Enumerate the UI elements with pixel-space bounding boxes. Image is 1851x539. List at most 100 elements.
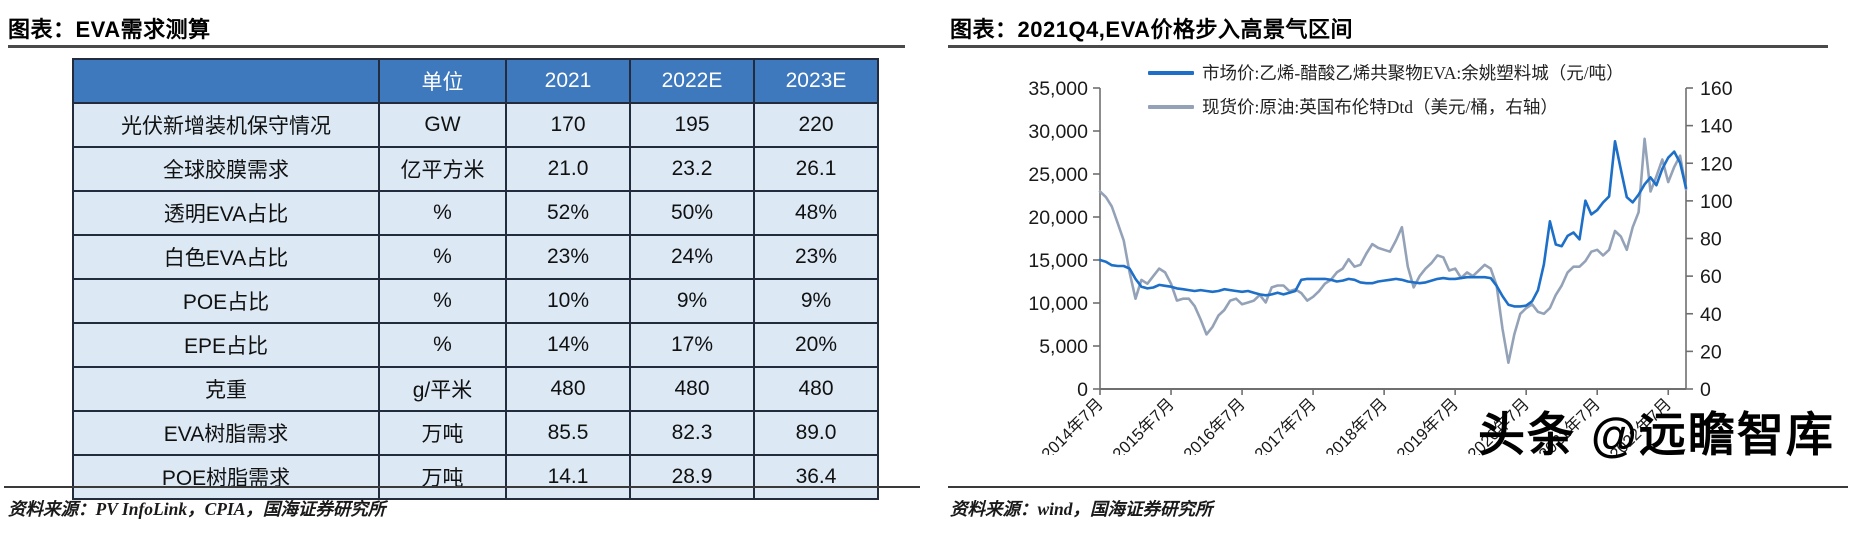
right-axis-tick-label: 20 [1700,341,1722,363]
table-header-cell: 2022E [629,58,755,104]
table-cell: % [378,278,507,324]
brent-line-swatch-icon [1148,104,1194,109]
legend-item-eva: 市场价:乙烯-醋酸乙烯共聚物EVA:余姚塑料城（元/吨） [1148,60,1624,85]
table-cell: 50% [629,190,755,236]
table-cell: 透明EVA占比 [72,190,380,236]
table-row: POE树脂需求 万吨 14.1 28.9 36.4 [72,454,879,500]
table-cell: 9% [753,278,879,324]
left-axis-tick-label: 20,000 [1028,207,1088,229]
left-source-text: 资料来源：PV InfoLink，CPIA，国海证券研究所 [8,499,386,519]
left-axis-tick-label: 35,000 [1028,78,1088,100]
table-cell: g/平米 [378,366,507,412]
table-cell: 10% [505,278,631,324]
table-cell: 23% [505,234,631,280]
table-cell: 17% [629,322,755,368]
table-cell: % [378,322,507,368]
table-cell: 24% [629,234,755,280]
table-cell: 白色EVA占比 [72,234,380,280]
table-row: POE占比% 10% 9% 9% [72,278,879,324]
right-axis-tick-label: 160 [1700,78,1733,100]
table-header-cell: 单位 [378,58,507,104]
table-cell: 23% [753,234,879,280]
left-axis-tick-label: 30,000 [1028,121,1088,143]
legend-label-eva: 市场价:乙烯-醋酸乙烯共聚物EVA:余姚塑料城（元/吨） [1202,63,1624,83]
table-cell: 195 [629,102,755,148]
table-row: EVA树脂需求 万吨 85.5 82.3 89.0 [72,410,879,456]
eva-table-body: 光伏新增装机保守情况 GW 170 195 220 全球胶膜需求 亿平方米 21.0 23.2 2… [72,102,879,500]
right-axis-tick-label: 60 [1700,266,1722,288]
table-cell: 光伏新增装机保守情况 [72,102,380,148]
right-axis-tick-label: 100 [1700,191,1733,213]
table-row: 白色EVA占比% 23% 24% 23% [72,234,879,280]
table-cell: GW [378,102,507,148]
table-cell: 14.1 [505,454,631,500]
left-axis-tick-label: 25,000 [1028,164,1088,186]
table-row: EPE占比% 14% 17% 20% [72,322,879,368]
eva-price-chart: 35,000 30,000 25,000 20,000 15,000 10,000 5,00… [1028,78,1733,455]
table-cell: 89.0 [753,410,879,456]
table-cell: 82.3 [629,410,755,456]
left-axis-tick-label: 5,000 [1039,336,1088,358]
table-cell: 52% [505,190,631,236]
legend-label-brent: 现货价:原油:英国布伦特Dtd（美元/桶，右轴） [1202,97,1558,117]
table-row: 全球胶膜需求 亿平方米 21.0 23.2 26.1 [72,146,879,192]
left-axis-tick-label: 0 [1077,379,1088,401]
right-axis-tick-label: 40 [1700,304,1722,326]
table-header-cell [72,58,380,104]
left-source-rule [4,486,920,488]
legend-item-brent: 现货价:原油:英国布伦特Dtd（美元/桶，右轴） [1148,94,1558,119]
right-axis-tick-label: 140 [1700,116,1733,138]
table-row: 克重 g/平米 480 480 480 [72,366,879,412]
watermark: 头条 @远瞻智库 [1478,408,1835,461]
table-cell: 万吨 [378,454,507,500]
table-cell: 21.0 [505,146,631,192]
table-cell: EPE占比 [72,322,380,368]
table-cell: 克重 [72,366,380,412]
table-cell: 220 [753,102,879,148]
x-axis-tick-label: 2016年7月 [1180,394,1249,455]
table-cell: EVA树脂需求 [72,410,380,456]
table-header-row: 单位 2021 2022E 2023E [72,58,879,104]
eva-table: 单位 2021 2022E 2023E 光伏新增装机保守情况 GW 170 195 220 全球… [72,58,879,500]
table-cell: 亿平方米 [378,146,507,192]
table-cell: 480 [505,366,631,412]
table-cell: 480 [753,366,879,412]
table-header-cell: 2021 [505,58,631,104]
right-axis-tick-label: 120 [1700,153,1733,175]
table-cell: 26.1 [753,146,879,192]
brent-oil-line [1098,137,1688,365]
table-cell: 170 [505,102,631,148]
eva-line-swatch-icon [1148,70,1194,75]
x-axis-tick-label: 2019年7月 [1393,394,1462,455]
left-title-rule [8,45,905,48]
table-cell: % [378,234,507,280]
table-cell: 9% [629,278,755,324]
table-cell: 全球胶膜需求 [72,146,380,192]
right-axis-tick-label: 80 [1700,229,1722,251]
table-cell: 28.9 [629,454,755,500]
table-cell: 480 [629,366,755,412]
x-axis-tick-label: 2015年7月 [1109,394,1178,455]
eva-price-line [1098,140,1688,308]
table-cell: 23.2 [629,146,755,192]
x-axis-tick-label: 2018年7月 [1322,394,1391,455]
table-row: 光伏新增装机保守情况 GW 170 195 220 [72,102,879,148]
left-axis-tick-label: 10,000 [1028,293,1088,315]
table-cell: 20% [753,322,879,368]
table-cell: 14% [505,322,631,368]
table-cell: 48% [753,190,879,236]
right-axis-tick-label: 0 [1700,379,1711,401]
table-cell: % [378,190,507,236]
right-source-rule [948,486,1848,488]
table-cell: POE树脂需求 [72,454,380,500]
x-axis-tick-label: 2017年7月 [1251,394,1320,455]
right-source-text: 资料来源：wind，国海证券研究所 [950,499,1213,519]
table-cell: POE占比 [72,278,380,324]
table-cell: 85.5 [505,410,631,456]
table-row: 透明EVA占比% 52% 50% 48% [72,190,879,236]
table-cell: 36.4 [753,454,879,500]
left-axis-tick-label: 15,000 [1028,250,1088,272]
right-figure-title: 图表：2021Q4,EVA价格步入高景气区间 [950,17,1354,42]
table-header-cell: 2023E [753,58,879,104]
